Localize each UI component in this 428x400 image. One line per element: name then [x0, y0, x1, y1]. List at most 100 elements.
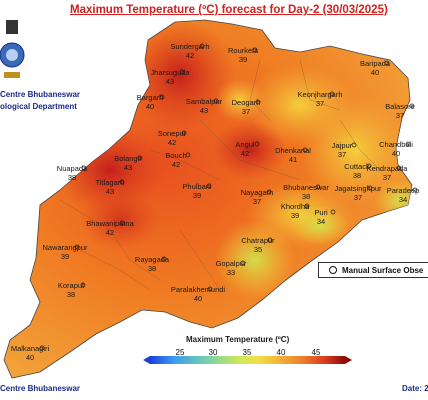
- station-label: Keonjhargarh 37: [297, 90, 342, 108]
- colorbar-tick-label: 25: [175, 348, 185, 357]
- station-name: Rayagada: [134, 255, 170, 264]
- station-name: Sundergarh: [170, 42, 210, 51]
- station-name: Phulbani: [182, 182, 212, 191]
- station-temperature: 35: [253, 245, 263, 254]
- station-temperature: 42: [167, 138, 177, 147]
- station-label: Chandbali 40: [379, 140, 413, 158]
- station-label: Cuttack 38: [344, 162, 369, 180]
- station-label: Bhawanipatna 42: [86, 219, 134, 237]
- station-marker: [329, 91, 335, 97]
- legend-box: Manual Surface Obse: [318, 262, 428, 278]
- station-marker: [80, 282, 86, 288]
- station-marker: [304, 203, 310, 209]
- colorbar-tick-label: 30: [208, 348, 218, 357]
- station-temperature: 38: [352, 171, 362, 180]
- station-temperature: 42: [105, 228, 115, 237]
- temperature-field: [55, 20, 412, 300]
- station-name: Dhenkanal: [275, 146, 311, 155]
- station-label: Malkanagiri 40: [11, 344, 49, 362]
- station-label: Nuapada 38: [57, 164, 87, 182]
- station-marker: [366, 163, 372, 169]
- station-name: Bhawanipatna: [86, 219, 134, 228]
- station-label: Chatrapur 35: [241, 236, 274, 254]
- legend-label: Manual Surface Obse: [342, 265, 424, 275]
- station-marker: [240, 260, 246, 266]
- station-name: Jagatsinghpur: [334, 184, 382, 193]
- station-label: Dhenkanal 41: [275, 146, 311, 164]
- org-name-line1: Centre Bhubaneswar: [0, 90, 81, 99]
- station-name: Paradeep: [386, 186, 420, 195]
- station-temperature: 43: [123, 163, 133, 172]
- station-marker: [74, 244, 80, 250]
- station-label: Jharsuguda 43: [150, 68, 189, 86]
- station-temperature: 41: [288, 155, 298, 164]
- station-label: Gopalpur 33: [216, 259, 247, 277]
- station-name: Chatrapur: [241, 236, 275, 245]
- station-name: Titlagarh: [95, 178, 125, 187]
- station-marker: [207, 286, 213, 292]
- station-name: Sonepur: [157, 129, 187, 138]
- colorbar-tick-label: 35: [242, 348, 252, 357]
- station-temperature: 38: [147, 264, 157, 273]
- station-name: Koraput: [57, 281, 85, 290]
- station-label: Bhubaneswar 38: [283, 183, 329, 201]
- station-label: Nayagarh 37: [241, 188, 274, 206]
- station-marker: [315, 184, 321, 190]
- station-temperature: 37: [337, 150, 347, 159]
- station-temperature: 38: [67, 173, 77, 182]
- station-label: Bouch 42: [165, 151, 186, 169]
- colorbar-tick-label: 45: [311, 348, 321, 357]
- station-marker: [39, 345, 45, 351]
- station-label: Paradeep 34: [387, 186, 420, 204]
- footer-date: Date: 2: [402, 384, 428, 393]
- station-temperature: 34: [316, 217, 326, 226]
- station-temperature: 39: [290, 211, 300, 220]
- station-name: Jharsuguda: [150, 68, 190, 77]
- station-name: Puri: [314, 208, 328, 217]
- station-name: Nayagarh: [240, 188, 274, 197]
- station-name: Nuapada: [56, 164, 88, 173]
- station-name: Bargarh: [136, 93, 164, 102]
- station-marker: [199, 43, 205, 49]
- station-temperature: 42: [240, 149, 250, 158]
- station-label: Bolangir 43: [114, 154, 142, 172]
- station-name: Baripada: [359, 59, 391, 68]
- station-temperature: 43: [199, 106, 209, 115]
- station-name: Cuttack: [344, 162, 370, 171]
- station-marker: [119, 179, 125, 185]
- station-label: Bargarh 40: [137, 93, 164, 111]
- station-temperature: 39: [238, 55, 248, 64]
- station-name: Khordha: [280, 202, 310, 211]
- station-name: Angul: [235, 140, 255, 149]
- station-name: Kendrapada: [366, 164, 408, 173]
- station-marker: [119, 220, 125, 226]
- station-temperature: 42: [171, 160, 181, 169]
- station-temperature: 37: [315, 99, 325, 108]
- station-marker: [396, 165, 402, 171]
- station-marker: [255, 99, 261, 105]
- station-marker: [367, 185, 373, 191]
- station-label: Sonepur 42: [158, 129, 186, 147]
- station-label: Kendrapada 37: [367, 164, 408, 182]
- colorbar: [150, 356, 345, 364]
- station-label: Sambalpur 43: [186, 97, 222, 115]
- station-marker: [159, 94, 165, 100]
- station-marker: [161, 256, 167, 262]
- station-name: Chandbali: [379, 140, 413, 149]
- station-name: Gopalpur: [215, 259, 247, 268]
- station-marker: [267, 237, 273, 243]
- station-marker: [206, 183, 212, 189]
- station-marker: [384, 60, 390, 66]
- station-temperature: 42: [185, 51, 195, 60]
- station-temperature: 40: [145, 102, 155, 111]
- station-marker: [266, 189, 272, 195]
- station-label: Sundergarh 42: [170, 42, 209, 60]
- station-marker: [179, 69, 185, 75]
- station-marker: [409, 103, 415, 109]
- station-temperature: 33: [226, 268, 236, 277]
- station-temperature: 39: [192, 191, 202, 200]
- station-label: Angul 42: [235, 140, 254, 158]
- station-marker: [412, 187, 418, 193]
- station-temperature: 38: [301, 192, 311, 201]
- station-temperature: 40: [193, 294, 203, 303]
